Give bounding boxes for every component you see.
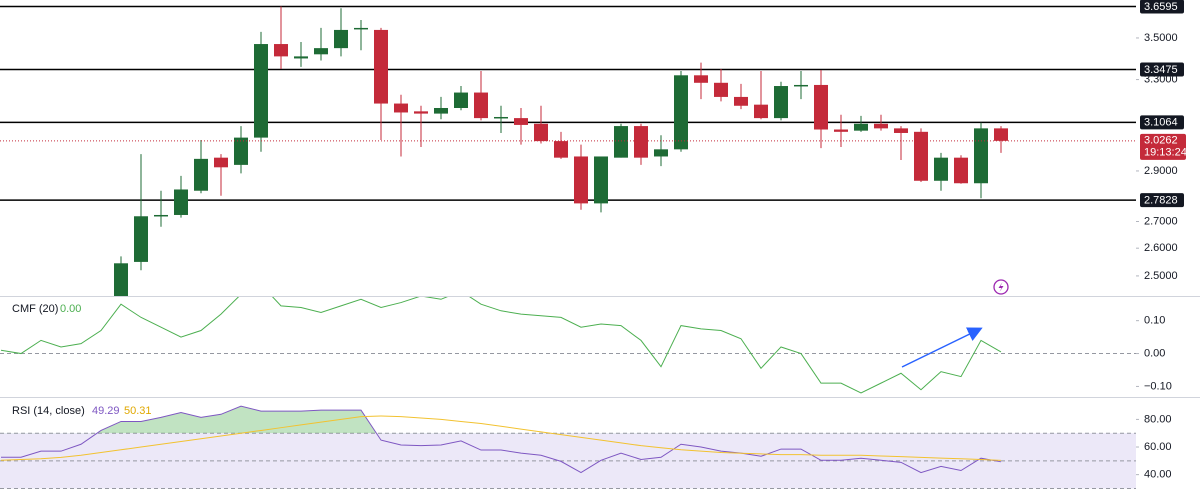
level-label: 3.3475 bbox=[1144, 64, 1178, 76]
y-tick-label: 40.00 bbox=[1144, 469, 1172, 481]
cmf-title: CMF (20) bbox=[12, 303, 58, 315]
candle-body bbox=[374, 29, 388, 104]
rsi-last-value: 49.29 bbox=[92, 405, 120, 417]
level-label-box bbox=[1140, 193, 1184, 208]
indicator-line bbox=[0, 415, 1002, 461]
candle-body bbox=[794, 84, 808, 87]
indicator-line bbox=[1, 405, 1002, 474]
rsi-ma-last-value: 50.31 bbox=[124, 405, 152, 417]
candle-body bbox=[414, 111, 428, 114]
candle-body bbox=[134, 216, 148, 262]
candle-body bbox=[814, 84, 828, 130]
candle-body bbox=[914, 131, 928, 181]
y-tick-label: −0.10 bbox=[1144, 380, 1172, 392]
cmf-pane bbox=[0, 297, 1136, 394]
y-tick-label: 3.5000 bbox=[1144, 32, 1178, 44]
candle-body bbox=[314, 48, 328, 55]
candle-body bbox=[114, 263, 128, 296]
candle-body bbox=[954, 157, 968, 184]
candle-body bbox=[994, 128, 1008, 141]
candle-body bbox=[854, 123, 868, 131]
candle-body bbox=[554, 141, 568, 158]
candle-body bbox=[474, 92, 488, 119]
candle-body bbox=[934, 157, 948, 181]
candle-body bbox=[834, 129, 848, 132]
indicator-line bbox=[0, 297, 1002, 394]
last-price-label: 3.0262 bbox=[1144, 135, 1178, 147]
price-pane bbox=[0, 5, 1136, 296]
candle-body bbox=[294, 56, 308, 59]
y-tick-label: 0.10 bbox=[1144, 315, 1165, 327]
candle-body bbox=[634, 126, 648, 158]
y-tick-label: 2.6000 bbox=[1144, 242, 1178, 254]
candle-body bbox=[434, 107, 448, 114]
candle-body bbox=[774, 86, 788, 119]
level-label: 2.7828 bbox=[1144, 195, 1178, 207]
level-label-box bbox=[1140, 115, 1184, 130]
candle-body bbox=[574, 156, 588, 204]
candle-body bbox=[214, 157, 228, 168]
y-tick-label: 80.00 bbox=[1144, 413, 1172, 425]
candle-body bbox=[494, 116, 508, 119]
last-price-box bbox=[1140, 133, 1186, 160]
price-axis: 2.5000 2.6000 2.7000 2.9000 3.3000 3.5000 3.65… bbox=[1136, 0, 1187, 481]
candle-body bbox=[654, 149, 668, 157]
candle-body bbox=[194, 158, 208, 191]
candle-body bbox=[674, 75, 688, 150]
candle-body bbox=[594, 156, 608, 204]
y-tick-label: 2.5000 bbox=[1144, 270, 1178, 282]
y-tick-label: 2.7000 bbox=[1144, 215, 1178, 227]
overbought-fill bbox=[96, 406, 377, 434]
y-tick-label: 0.00 bbox=[1144, 347, 1165, 359]
rsi-title: RSI (14, close) bbox=[12, 405, 85, 417]
level-label: 3.6595 bbox=[1144, 1, 1178, 13]
candle-body bbox=[974, 128, 988, 184]
level-label: 3.1064 bbox=[1144, 117, 1178, 129]
candle-body bbox=[714, 82, 728, 97]
candle-body bbox=[894, 128, 908, 133]
cmf-last-value: 0.00 bbox=[60, 303, 81, 315]
candle-body bbox=[454, 92, 468, 108]
candle-body bbox=[234, 137, 248, 165]
level-label-box bbox=[1140, 0, 1184, 14]
candle-body bbox=[614, 126, 628, 158]
y-tick-label: 2.9000 bbox=[1144, 165, 1178, 177]
lightning-icon bbox=[993, 279, 1009, 295]
candle-body bbox=[254, 44, 268, 138]
candle-body bbox=[514, 118, 528, 125]
candle-body bbox=[754, 104, 768, 119]
countdown-label: 19:13:24 bbox=[1144, 147, 1187, 159]
candle-body bbox=[154, 214, 168, 217]
rsi-pane bbox=[0, 405, 1136, 489]
trend-arrow bbox=[901, 327, 983, 368]
candle-body bbox=[534, 123, 548, 142]
level-label-box bbox=[1140, 62, 1184, 77]
candle-body bbox=[394, 103, 408, 113]
y-tick-label: 60.00 bbox=[1144, 441, 1172, 453]
candle-body bbox=[874, 123, 888, 129]
candle-body bbox=[334, 29, 348, 49]
candle-body bbox=[734, 96, 748, 106]
candle-body bbox=[274, 44, 288, 57]
candle-body bbox=[174, 189, 188, 215]
y-tick-label: 3.3000 bbox=[1144, 73, 1178, 85]
candle-body bbox=[694, 75, 708, 83]
candle-body bbox=[354, 27, 368, 30]
